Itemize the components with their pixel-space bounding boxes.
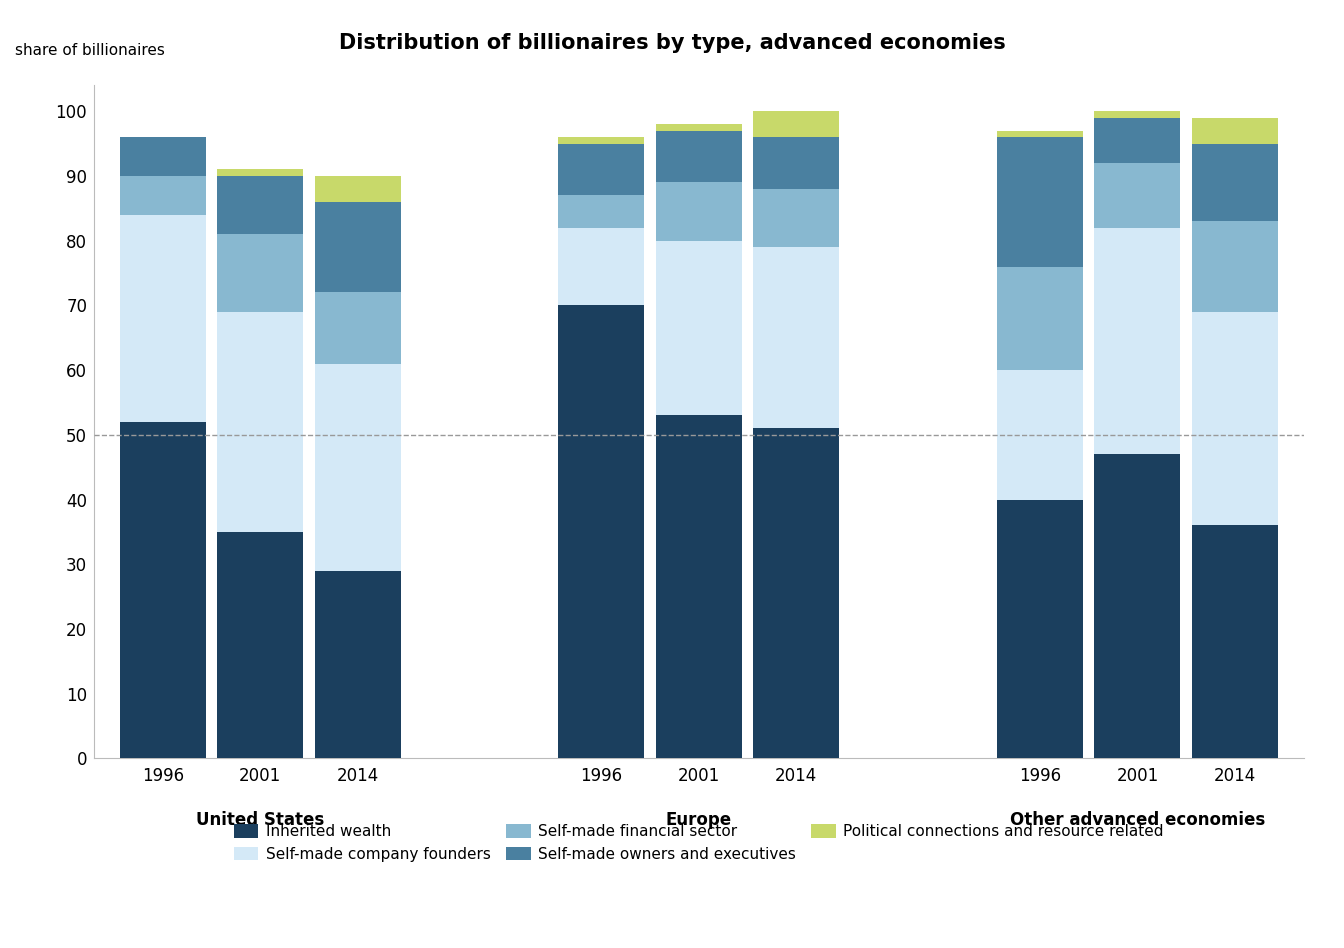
Bar xyxy=(754,137,840,189)
Bar xyxy=(1192,118,1278,143)
Bar xyxy=(1192,221,1278,312)
Bar xyxy=(558,305,644,758)
Bar xyxy=(1094,163,1180,228)
Bar xyxy=(1192,525,1278,758)
Bar xyxy=(754,247,840,428)
Bar xyxy=(997,137,1083,266)
Bar xyxy=(314,364,401,571)
Bar xyxy=(314,571,401,758)
Legend: Inherited wealth, Self-made company founders, Self-made financial sector, Self-m: Inherited wealth, Self-made company foun… xyxy=(234,824,1164,862)
Bar xyxy=(656,131,742,182)
Bar xyxy=(1094,228,1180,454)
Bar xyxy=(314,176,401,202)
Bar xyxy=(997,500,1083,758)
Bar xyxy=(656,124,742,131)
Bar xyxy=(558,143,644,195)
Bar xyxy=(754,189,840,247)
Bar xyxy=(754,111,840,137)
Bar xyxy=(120,422,206,758)
Bar xyxy=(1192,312,1278,525)
Bar xyxy=(218,532,304,758)
Bar xyxy=(218,312,304,532)
Bar xyxy=(558,195,644,228)
Bar xyxy=(314,292,401,364)
Bar xyxy=(218,234,304,312)
Bar xyxy=(997,370,1083,500)
Bar xyxy=(120,137,206,176)
Bar xyxy=(656,182,742,241)
Bar xyxy=(1192,143,1278,221)
Text: Other advanced economies: Other advanced economies xyxy=(1009,811,1265,830)
Bar xyxy=(997,266,1083,370)
Text: Europe: Europe xyxy=(665,811,732,830)
Bar xyxy=(558,228,644,305)
Text: share of billionaires: share of billionaires xyxy=(16,44,165,59)
Bar xyxy=(1094,111,1180,118)
Text: United States: United States xyxy=(196,811,324,830)
Bar xyxy=(314,202,401,292)
Bar xyxy=(218,170,304,176)
Bar xyxy=(656,415,742,758)
Bar xyxy=(1094,118,1180,163)
Bar xyxy=(558,137,644,143)
Bar xyxy=(120,215,206,422)
Bar xyxy=(218,176,304,234)
Bar xyxy=(656,241,742,415)
Text: Distribution of billionaires by type, advanced economies: Distribution of billionaires by type, ad… xyxy=(339,33,1005,53)
Bar xyxy=(754,428,840,758)
Bar xyxy=(997,131,1083,137)
Bar xyxy=(1094,454,1180,758)
Bar xyxy=(120,176,206,215)
